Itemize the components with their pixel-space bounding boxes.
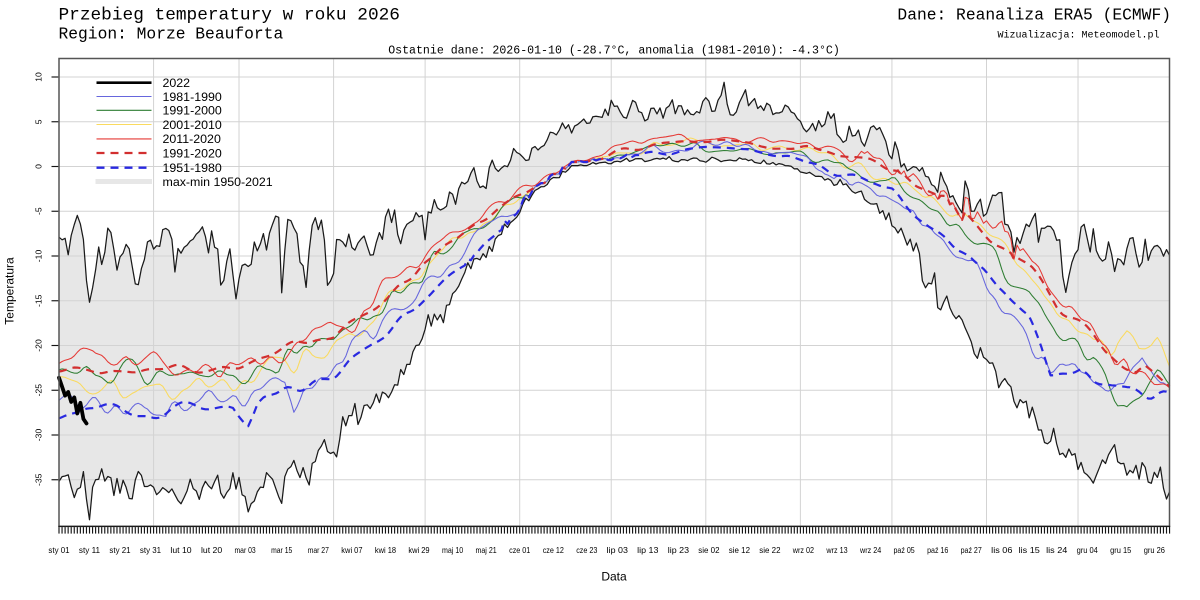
svg-text:wrz 13: wrz 13 <box>826 545 848 555</box>
svg-text:kwi 18: kwi 18 <box>375 545 396 555</box>
svg-text:lip 03: lip 03 <box>607 545 628 555</box>
svg-text:5: 5 <box>34 119 44 124</box>
svg-text:wrz 24: wrz 24 <box>859 545 881 555</box>
svg-text:2022: 2022 <box>163 76 191 90</box>
svg-text:sty 01: sty 01 <box>48 545 69 555</box>
svg-text:1951-1980: 1951-1980 <box>163 161 222 175</box>
svg-text:Temperatura: Temperatura <box>3 257 17 325</box>
svg-text:lut 10: lut 10 <box>170 545 191 555</box>
svg-text:lis 15: lis 15 <box>1019 545 1040 555</box>
svg-text:1991-2000: 1991-2000 <box>163 104 222 118</box>
svg-text:sty 31: sty 31 <box>140 545 161 555</box>
svg-text:0: 0 <box>34 164 44 169</box>
svg-text:sty 21: sty 21 <box>109 545 130 555</box>
svg-text:kwi 29: kwi 29 <box>408 545 429 555</box>
svg-text:lip 23: lip 23 <box>668 545 689 555</box>
svg-text:1981-1990: 1981-1990 <box>163 90 222 104</box>
svg-text:-25: -25 <box>34 384 44 397</box>
svg-text:wrz 02: wrz 02 <box>792 545 814 555</box>
svg-text:cze 12: cze 12 <box>543 545 564 555</box>
svg-text:gru 04: gru 04 <box>1077 545 1098 555</box>
svg-text:Ostatnie dane: 2026-01-10 (-28: Ostatnie dane: 2026-01-10 (-28.7°C, anom… <box>388 45 840 58</box>
svg-text:-15: -15 <box>34 294 44 307</box>
svg-text:Dane: Reanaliza ERA5 (ECMWF): Dane: Reanaliza ERA5 (ECMWF) <box>897 6 1171 25</box>
svg-text:sie 02: sie 02 <box>698 545 719 555</box>
svg-text:paź 27: paź 27 <box>961 545 982 555</box>
svg-text:maj 10: maj 10 <box>442 545 463 555</box>
svg-text:-30: -30 <box>34 429 44 442</box>
svg-text:cze 23: cze 23 <box>576 545 597 555</box>
svg-text:sty 11: sty 11 <box>79 545 100 555</box>
svg-text:Wizualizacja: Meteomodel.pl: Wizualizacja: Meteomodel.pl <box>997 30 1159 42</box>
svg-text:maj 21: maj 21 <box>476 545 497 555</box>
svg-text:-10: -10 <box>34 250 44 263</box>
svg-text:2011-2020: 2011-2020 <box>163 132 221 146</box>
svg-text:-5: -5 <box>34 207 44 215</box>
svg-text:Data: Data <box>601 570 627 584</box>
svg-text:gru 15: gru 15 <box>1110 545 1131 555</box>
svg-text:2001-2010: 2001-2010 <box>163 118 222 132</box>
svg-text:cze 01: cze 01 <box>509 545 530 555</box>
svg-text:-35: -35 <box>34 473 44 486</box>
svg-text:paź 05: paź 05 <box>894 545 915 555</box>
svg-text:kwi 07: kwi 07 <box>341 545 362 555</box>
svg-text:sie 22: sie 22 <box>759 545 780 555</box>
svg-text:10: 10 <box>34 72 44 82</box>
svg-text:max-min 1950-2021: max-min 1950-2021 <box>163 175 273 189</box>
svg-text:mar 03: mar 03 <box>235 545 256 555</box>
svg-text:1991-2020: 1991-2020 <box>163 146 222 160</box>
svg-text:lut 20: lut 20 <box>201 545 222 555</box>
svg-text:mar 27: mar 27 <box>308 545 329 555</box>
svg-text:Przebieg temperatury w roku 20: Przebieg temperatury w roku 2026 <box>59 6 400 26</box>
svg-text:paź 16: paź 16 <box>927 545 948 555</box>
svg-text:sie 12: sie 12 <box>729 545 750 555</box>
svg-text:gru 26: gru 26 <box>1144 545 1165 555</box>
svg-text:lis 06: lis 06 <box>991 545 1012 555</box>
svg-text:-20: -20 <box>34 339 44 352</box>
svg-text:Region: Morze Beauforta: Region: Morze Beauforta <box>59 25 284 44</box>
svg-text:lis 24: lis 24 <box>1046 545 1067 555</box>
svg-text:lip 13: lip 13 <box>637 545 658 555</box>
svg-text:mar 15: mar 15 <box>271 545 292 555</box>
